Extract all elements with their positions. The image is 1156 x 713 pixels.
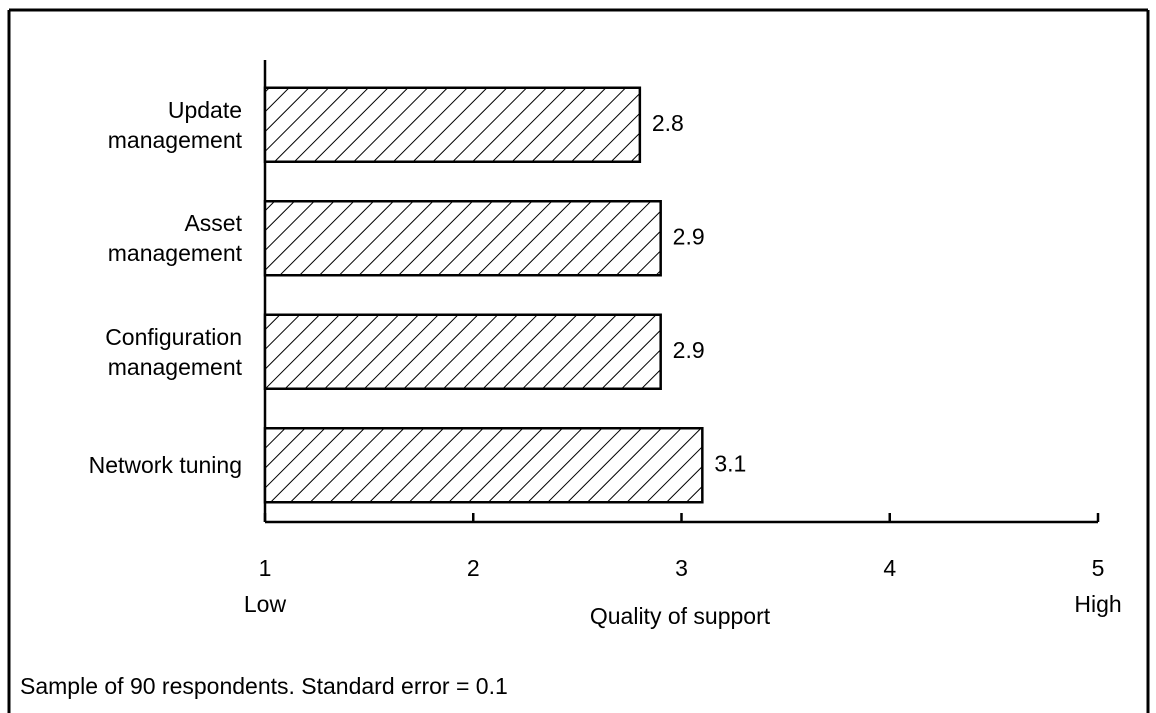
- x-tick-label: 2: [467, 555, 480, 581]
- x-axis-title: Quality of support: [590, 603, 771, 629]
- y-tick-label: Configuration management: [105, 323, 242, 380]
- x-tick-label: 5: [1092, 555, 1105, 581]
- bar: [263, 313, 662, 390]
- bar: [263, 200, 662, 277]
- x-tick-label: 1: [259, 555, 272, 581]
- bar: [263, 427, 704, 504]
- bar: [263, 86, 642, 163]
- value-label: 2.8: [652, 110, 684, 136]
- x-tick-label: 3: [675, 555, 688, 581]
- y-tick-label: Update management: [107, 96, 242, 153]
- value-label: 2.9: [673, 223, 705, 249]
- low-label: Low: [244, 591, 287, 617]
- high-label: High: [1074, 591, 1121, 617]
- y-tick-label: Asset management: [107, 210, 242, 267]
- note: Sample of 90 respondents. Standard error…: [20, 673, 508, 699]
- value-label: 3.1: [714, 450, 746, 476]
- x-tick-label: 4: [883, 555, 896, 581]
- value-label: 2.9: [673, 337, 705, 363]
- y-tick-label: Network tuning: [88, 452, 242, 479]
